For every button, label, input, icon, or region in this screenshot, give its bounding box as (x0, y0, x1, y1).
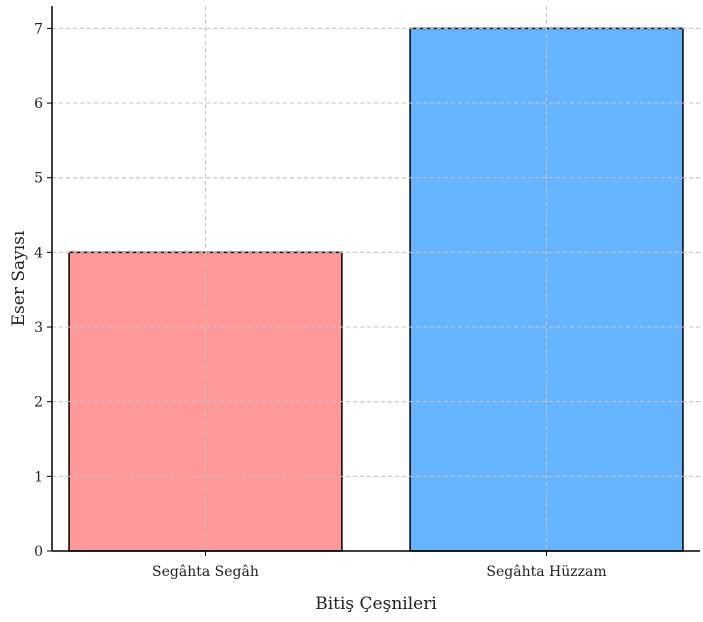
y-tick-labels: 0 1 2 3 4 5 6 7 (34, 21, 52, 560)
y-tick-label: 0 (34, 544, 43, 560)
axes (51, 6, 700, 552)
y-tick-label: 3 (34, 320, 43, 336)
x-tick-label: Segâhta Hüzzam (486, 564, 606, 580)
y-tick-label: 4 (34, 245, 43, 261)
y-tick-label: 7 (34, 21, 43, 37)
x-tick-label: Segâhta Segâh (152, 564, 259, 580)
y-tick-label: 6 (34, 96, 43, 112)
x-axis-label: Bitiş Çeşnileri (315, 594, 437, 614)
bars (52, 6, 700, 552)
y-axis-label: Eser Sayısı (9, 230, 29, 326)
y-tick-label: 2 (34, 395, 43, 411)
x-tick-labels: Segâhta Segâh Segâhta Hüzzam (152, 551, 607, 580)
y-tick-label: 1 (34, 469, 43, 485)
y-tick-label: 5 (34, 171, 43, 187)
